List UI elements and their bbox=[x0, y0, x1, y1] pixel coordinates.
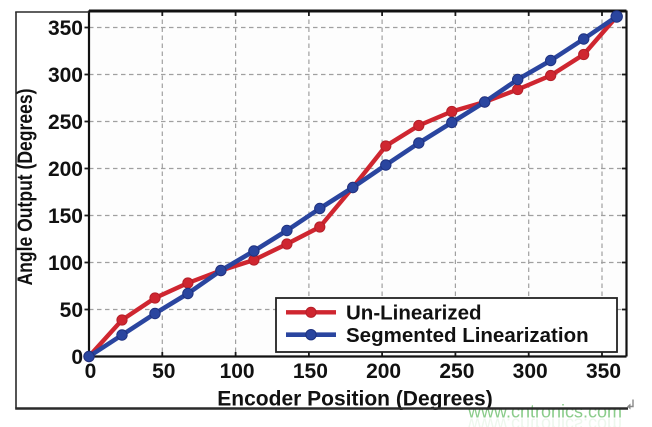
svg-text:250: 250 bbox=[439, 360, 474, 383]
svg-text:350: 350 bbox=[586, 360, 621, 383]
svg-text:200: 200 bbox=[366, 360, 401, 383]
svg-text:50: 50 bbox=[60, 299, 83, 322]
svg-text:100: 100 bbox=[48, 252, 83, 275]
svg-text:Angle Output (Degrees): Angle Output (Degrees) bbox=[14, 89, 37, 286]
svg-text:Un-Linearized: Un-Linearized bbox=[346, 302, 482, 325]
svg-text:0: 0 bbox=[85, 360, 97, 383]
svg-text:250: 250 bbox=[48, 111, 83, 134]
svg-text:0: 0 bbox=[71, 346, 83, 369]
svg-text:www.cntronics.com: www.cntronics.com bbox=[467, 415, 622, 427]
svg-text:300: 300 bbox=[48, 64, 83, 87]
svg-text:150: 150 bbox=[293, 360, 328, 383]
svg-text:50: 50 bbox=[152, 360, 175, 383]
svg-text:200: 200 bbox=[48, 158, 83, 181]
svg-text:350: 350 bbox=[48, 17, 83, 40]
svg-text:Encoder Position (Degrees): Encoder Position (Degrees) bbox=[217, 388, 492, 411]
svg-text:100: 100 bbox=[220, 360, 255, 383]
svg-text:Segmented Linearization: Segmented Linearization bbox=[346, 324, 589, 347]
svg-text:300: 300 bbox=[513, 360, 548, 383]
svg-text:150: 150 bbox=[48, 205, 83, 228]
svg-text:www.cntronics.com: www.cntronics.com bbox=[467, 402, 622, 422]
